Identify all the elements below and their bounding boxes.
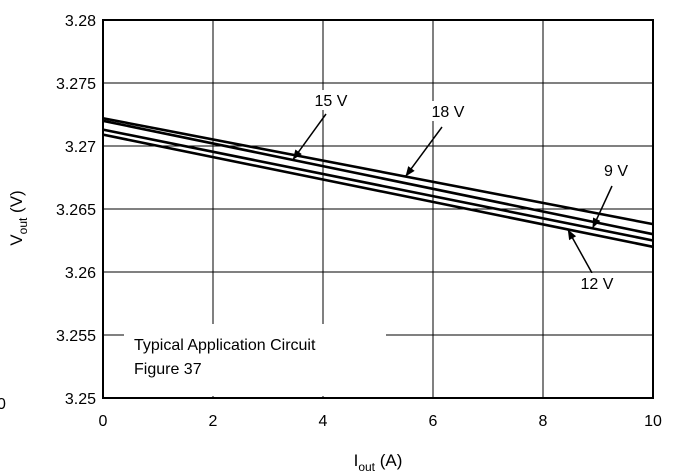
series-line-12v bbox=[102, 133, 654, 249]
leader-18v bbox=[404, 126, 443, 177]
series-lines bbox=[102, 117, 654, 249]
label-bg-9v bbox=[596, 160, 636, 180]
y-tick-label: 3.255 bbox=[56, 328, 96, 345]
arrowhead-15v bbox=[292, 149, 302, 160]
x-tick-label: 6 bbox=[429, 413, 438, 430]
series-line-9v bbox=[102, 128, 654, 242]
series-label-18v: 18 V bbox=[432, 104, 465, 121]
series-label-12v: 12 V bbox=[581, 276, 614, 293]
y-tick-label: 3.27 bbox=[65, 139, 96, 156]
annotation-box: Typical Application Circuit Figure 37 bbox=[124, 324, 386, 396]
x-tick-label: 4 bbox=[319, 413, 328, 430]
annotation-mask bbox=[124, 324, 386, 396]
stray-tick-label: 0 bbox=[0, 396, 6, 413]
plot-frame bbox=[102, 19, 654, 399]
x-tick-labels: 0 2 4 6 8 10 bbox=[99, 413, 662, 430]
x-tick-label: 10 bbox=[644, 413, 662, 430]
x-tick-label: 0 bbox=[99, 413, 108, 430]
label-bg-18v bbox=[424, 101, 472, 121]
arrowhead-12v bbox=[567, 229, 577, 241]
x-axis-label: Iout (A) bbox=[354, 451, 403, 474]
series-label-9v: 9 V bbox=[604, 163, 628, 180]
series-labels: 15 V 18 V 9 V 12 V bbox=[292, 90, 636, 293]
y-tick-labels: 3.25 3.255 3.26 3.265 3.27 3.275 3.28 bbox=[56, 13, 96, 408]
y-tick-label: 3.28 bbox=[65, 13, 96, 30]
label-bg-12v bbox=[573, 273, 621, 293]
series-line-18v bbox=[102, 117, 654, 226]
arrowhead-9v bbox=[592, 217, 601, 229]
y-axis-label: Vout (V) bbox=[7, 190, 30, 245]
x-tick-label: 2 bbox=[209, 413, 218, 430]
annotation-line-2: Figure 37 bbox=[134, 361, 202, 378]
series-line-15v bbox=[102, 119, 654, 236]
arrowhead-18v bbox=[405, 166, 415, 177]
y-tick-label: 3.25 bbox=[65, 391, 96, 408]
y-tick-label: 3.265 bbox=[56, 202, 96, 219]
annotation-line-1: Typical Application Circuit bbox=[134, 337, 316, 354]
series-label-15v: 15 V bbox=[315, 93, 348, 110]
label-bg-15v bbox=[307, 90, 355, 110]
x-tick-label: 8 bbox=[539, 413, 548, 430]
y-tick-label: 3.275 bbox=[56, 76, 96, 93]
y-tick-label: 3.26 bbox=[65, 265, 96, 282]
